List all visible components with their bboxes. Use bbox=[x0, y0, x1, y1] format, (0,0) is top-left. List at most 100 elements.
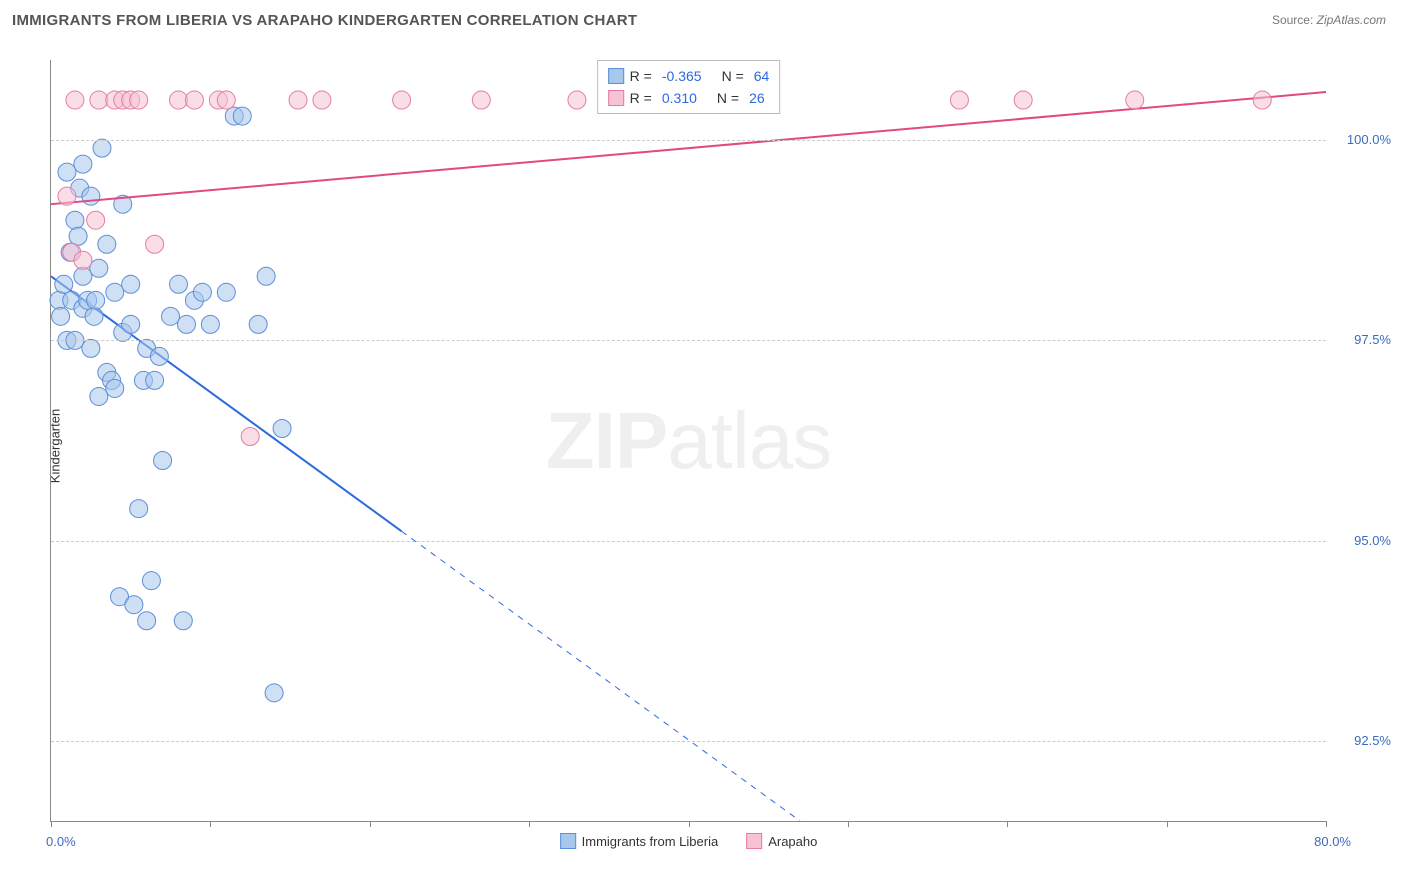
data-point bbox=[106, 379, 124, 397]
legend-n-liberia: 64 bbox=[754, 65, 770, 87]
data-point bbox=[249, 315, 267, 333]
chart-svg bbox=[51, 60, 1326, 821]
x-tick bbox=[1326, 821, 1327, 827]
data-point bbox=[174, 612, 192, 630]
data-point bbox=[146, 235, 164, 253]
x-tick bbox=[689, 821, 690, 827]
data-point bbox=[201, 315, 219, 333]
data-point bbox=[177, 315, 195, 333]
x-tick bbox=[529, 821, 530, 827]
legend-swatch-arapaho bbox=[608, 90, 624, 106]
x-tick bbox=[1007, 821, 1008, 827]
data-point bbox=[90, 387, 108, 405]
legend-r-arapaho: 0.310 bbox=[662, 87, 697, 109]
data-point bbox=[289, 91, 307, 109]
data-point bbox=[193, 283, 211, 301]
chart-title: IMMIGRANTS FROM LIBERIA VS ARAPAHO KINDE… bbox=[12, 12, 637, 29]
bottom-swatch-liberia bbox=[560, 833, 576, 849]
data-point bbox=[82, 339, 100, 357]
data-point bbox=[122, 275, 140, 293]
y-tick-label: 97.5% bbox=[1336, 332, 1391, 347]
bottom-legend-arapaho: Arapaho bbox=[746, 833, 817, 849]
data-point bbox=[74, 155, 92, 173]
data-point bbox=[217, 283, 235, 301]
data-point bbox=[52, 307, 70, 325]
legend-n-arapaho: 26 bbox=[749, 87, 765, 109]
header-bar: IMMIGRANTS FROM LIBERIA VS ARAPAHO KINDE… bbox=[0, 0, 1406, 40]
data-point bbox=[66, 91, 84, 109]
data-point bbox=[170, 91, 188, 109]
gridline-h bbox=[51, 741, 1326, 742]
bottom-legend: Immigrants from Liberia Arapaho bbox=[560, 833, 818, 849]
data-point bbox=[130, 500, 148, 518]
gridline-h bbox=[51, 140, 1326, 141]
data-point bbox=[125, 596, 143, 614]
data-point bbox=[130, 91, 148, 109]
legend-swatch-liberia bbox=[608, 68, 624, 84]
data-point bbox=[98, 235, 116, 253]
legend-n-label: N = bbox=[717, 87, 739, 109]
x-axis-max-label: 80.0% bbox=[1314, 834, 1351, 849]
data-point bbox=[90, 259, 108, 277]
data-point bbox=[106, 283, 124, 301]
x-tick bbox=[1167, 821, 1168, 827]
data-point bbox=[74, 251, 92, 269]
gridline-h bbox=[51, 340, 1326, 341]
data-point bbox=[146, 371, 164, 389]
y-tick-label: 92.5% bbox=[1336, 733, 1391, 748]
y-tick-label: 100.0% bbox=[1336, 132, 1391, 147]
correlation-legend: R = -0.365 N = 64 R = 0.310 N = 26 bbox=[597, 60, 781, 114]
data-point bbox=[138, 612, 156, 630]
data-point bbox=[568, 91, 586, 109]
data-point bbox=[142, 572, 160, 590]
gridline-h bbox=[51, 541, 1326, 542]
data-point bbox=[85, 307, 103, 325]
data-point bbox=[69, 227, 87, 245]
data-point bbox=[1253, 91, 1271, 109]
data-point bbox=[87, 291, 105, 309]
data-point bbox=[87, 211, 105, 229]
data-point bbox=[950, 91, 968, 109]
legend-row-arapaho: R = 0.310 N = 26 bbox=[608, 87, 770, 109]
data-point bbox=[58, 187, 76, 205]
data-point bbox=[217, 91, 235, 109]
data-point bbox=[313, 91, 331, 109]
data-point bbox=[273, 419, 291, 437]
source-credit: Source: ZipAtlas.com bbox=[1272, 13, 1386, 27]
legend-r-label: R = bbox=[630, 65, 652, 87]
data-point bbox=[1014, 91, 1032, 109]
x-tick bbox=[210, 821, 211, 827]
data-point bbox=[393, 91, 411, 109]
source-prefix: Source: bbox=[1272, 13, 1313, 27]
data-point bbox=[162, 307, 180, 325]
x-tick bbox=[370, 821, 371, 827]
data-point bbox=[74, 267, 92, 285]
legend-row-liberia: R = -0.365 N = 64 bbox=[608, 65, 770, 87]
plot-area: ZIPatlas R = -0.365 N = 64 R = 0.310 N =… bbox=[50, 60, 1326, 822]
data-point bbox=[241, 427, 259, 445]
data-point bbox=[170, 275, 188, 293]
data-point bbox=[55, 275, 73, 293]
x-axis-min-label: 0.0% bbox=[46, 834, 76, 849]
y-tick-label: 95.0% bbox=[1336, 533, 1391, 548]
data-point bbox=[265, 684, 283, 702]
trend-line-dashed bbox=[402, 531, 800, 821]
data-point bbox=[90, 91, 108, 109]
data-point bbox=[154, 452, 172, 470]
bottom-label-arapaho: Arapaho bbox=[768, 834, 817, 849]
bottom-swatch-arapaho bbox=[746, 833, 762, 849]
x-tick bbox=[51, 821, 52, 827]
bottom-legend-liberia: Immigrants from Liberia bbox=[560, 833, 719, 849]
data-point bbox=[58, 163, 76, 181]
data-point bbox=[66, 211, 84, 229]
data-point bbox=[233, 107, 251, 125]
data-point bbox=[122, 315, 140, 333]
data-point bbox=[150, 347, 168, 365]
legend-r-liberia: -0.365 bbox=[662, 65, 702, 87]
data-point bbox=[185, 91, 203, 109]
data-point bbox=[82, 187, 100, 205]
data-point bbox=[257, 267, 275, 285]
data-point bbox=[472, 91, 490, 109]
x-tick bbox=[848, 821, 849, 827]
legend-n-label: N = bbox=[722, 65, 744, 87]
